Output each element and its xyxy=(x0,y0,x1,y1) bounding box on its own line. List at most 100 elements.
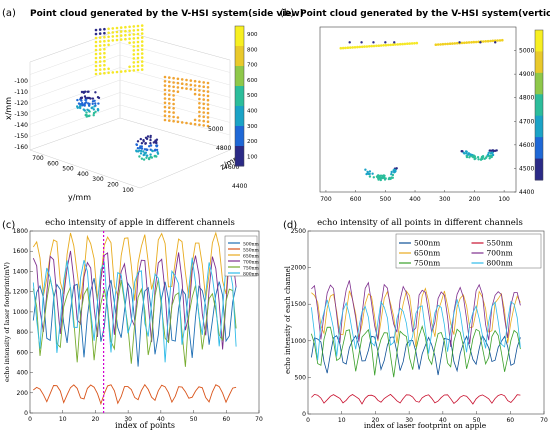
a-point xyxy=(136,60,140,64)
b-point xyxy=(489,152,493,155)
a-point xyxy=(198,80,201,84)
a-point xyxy=(176,116,180,119)
b-point xyxy=(358,45,362,49)
b-colorbar-segment xyxy=(535,30,543,52)
a-point xyxy=(88,114,91,117)
y-tick-label: 1500 xyxy=(291,301,306,308)
a-point xyxy=(185,121,188,125)
legend-label: 800nm xyxy=(487,259,513,268)
y-tick-label: 1800 xyxy=(13,228,28,235)
b-point xyxy=(398,42,402,46)
b-point xyxy=(460,41,464,45)
a-point xyxy=(145,154,148,157)
a-xtick: 200 xyxy=(107,182,119,189)
a-point xyxy=(163,97,167,100)
a-point xyxy=(140,36,144,39)
a-point xyxy=(142,140,145,143)
b-point xyxy=(384,41,387,44)
a-colorbar-segment xyxy=(235,106,244,127)
a-point xyxy=(138,149,141,152)
a-colorbar-segment xyxy=(235,86,244,107)
a-ytick: 4600 xyxy=(224,164,239,171)
a-point xyxy=(176,86,180,89)
a-point xyxy=(136,140,140,143)
b-point xyxy=(471,155,474,158)
panel-b-title: Point cloud generated by the V-HSI syste… xyxy=(300,9,550,19)
y-tick-label: 2500 xyxy=(291,228,306,235)
b-point xyxy=(494,41,497,44)
b-point xyxy=(363,45,366,48)
a-point xyxy=(153,154,156,158)
x-tick-label: 40 xyxy=(157,416,165,423)
a-point xyxy=(139,152,143,155)
a-point xyxy=(103,47,106,51)
a-point xyxy=(132,33,136,36)
a-point xyxy=(81,103,84,106)
a-point xyxy=(135,149,138,152)
b-point xyxy=(415,41,419,45)
d-legend: 500nm 550nm 650nm 700nm 750nm 800nm xyxy=(395,233,542,269)
b-point xyxy=(487,151,490,154)
b-point xyxy=(436,43,440,46)
x-tick-label: 70 xyxy=(540,417,548,424)
a-point xyxy=(150,156,154,159)
a-point xyxy=(149,153,152,156)
a-colorbar-tick: 200 xyxy=(247,139,258,145)
legend-label: 700nm xyxy=(243,260,259,266)
a-colorbar-segment xyxy=(235,126,244,147)
a-xtick: 100 xyxy=(122,187,134,194)
a-point xyxy=(90,106,93,110)
a-point xyxy=(132,45,136,48)
a-xtick: 700 xyxy=(32,155,44,162)
a-ztick: -120 xyxy=(14,100,28,107)
a-point xyxy=(168,102,171,105)
a-point xyxy=(124,25,127,29)
b-point xyxy=(465,152,468,155)
b-point xyxy=(467,153,470,156)
a-point xyxy=(168,89,171,92)
a-point xyxy=(107,71,110,75)
b-ytick: 4800 xyxy=(519,95,534,102)
legend-label: 800nm xyxy=(243,272,259,278)
a-point xyxy=(87,102,90,105)
a-colorbar-tick: 400 xyxy=(247,109,258,115)
a-point xyxy=(124,69,127,73)
panel-a-label: (a) xyxy=(2,8,16,19)
panel-b: (b) Point cloud generated by the V-HSI s… xyxy=(280,8,550,203)
a-point xyxy=(198,114,201,118)
b-point xyxy=(401,42,404,46)
a-point xyxy=(98,64,102,67)
x-tick-label: 10 xyxy=(59,416,67,423)
a-point xyxy=(136,52,140,56)
a-point xyxy=(140,52,144,55)
b-point xyxy=(458,41,461,44)
a-point xyxy=(107,31,110,35)
b-point xyxy=(473,157,476,161)
a-point xyxy=(103,39,106,43)
a-point xyxy=(149,136,152,139)
a-point xyxy=(136,56,140,60)
a-point xyxy=(172,85,175,89)
a-point xyxy=(136,32,140,36)
a-point xyxy=(202,98,205,101)
panel-a: (a) Point cloud generated by the V-HSI s… xyxy=(2,8,304,202)
series-line-700nm xyxy=(311,280,521,347)
y-tick-label: 1000 xyxy=(291,338,306,345)
a-ytick: 4800 xyxy=(216,145,231,152)
a-point xyxy=(107,35,110,39)
a-point xyxy=(94,40,98,44)
a-point xyxy=(206,120,210,123)
b-ytick: 4400 xyxy=(519,189,534,196)
a-point xyxy=(202,115,205,119)
a-point xyxy=(138,155,141,158)
a-point xyxy=(140,40,144,43)
a-point xyxy=(92,108,96,111)
a-point xyxy=(189,83,193,87)
b-point xyxy=(388,176,391,180)
a-colorbar-tick: 700 xyxy=(247,63,258,69)
a-point xyxy=(76,98,79,102)
a-point xyxy=(136,24,140,28)
a-point xyxy=(140,142,144,145)
legend-frame xyxy=(395,233,542,269)
legend-label: 500nm xyxy=(414,239,440,248)
